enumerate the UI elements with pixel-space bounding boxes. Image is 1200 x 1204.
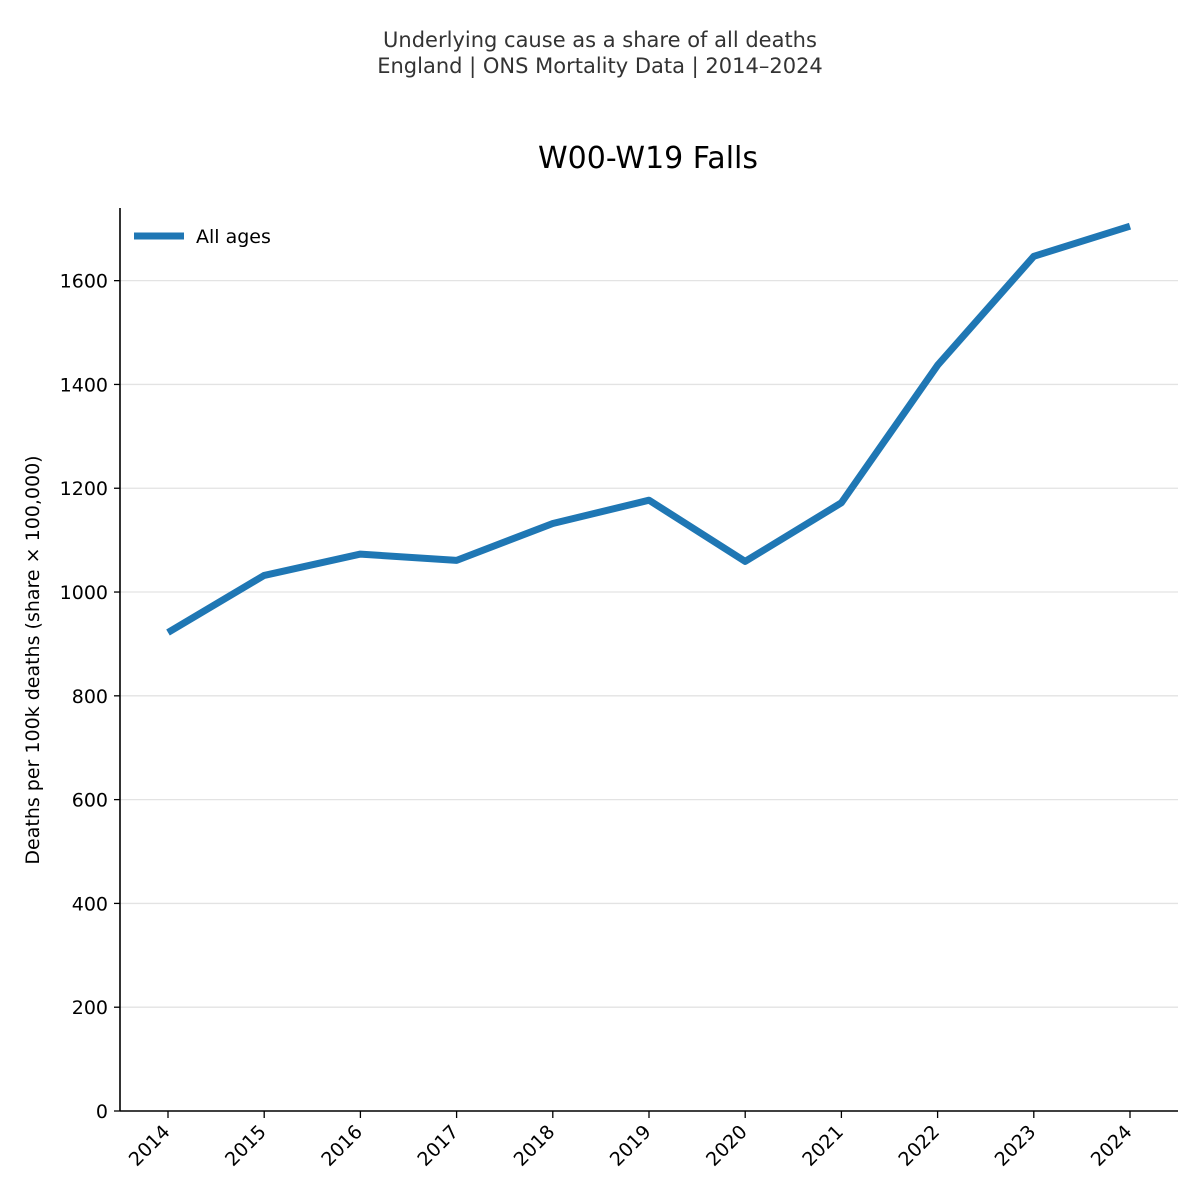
y-axis-label: Deaths per 100k deaths (share × 100,000) [22, 455, 44, 864]
y-tick-label: 1200 [60, 478, 108, 500]
x-tick-label: 2024 [1087, 1121, 1137, 1171]
y-tick-label: 400 [72, 893, 108, 915]
y-tick-label: 800 [72, 686, 108, 708]
y-tick-label: 200 [72, 997, 108, 1019]
y-tick-label: 0 [96, 1101, 108, 1123]
y-tick-label: 1000 [60, 582, 108, 604]
x-tick-label: 2020 [702, 1121, 752, 1171]
axes [114, 208, 1178, 1118]
legend[interactable]: All ages [134, 226, 271, 248]
x-tick-label: 2015 [221, 1121, 271, 1171]
x-tick-label: 2018 [510, 1121, 560, 1171]
y-tick-label: 600 [72, 790, 108, 812]
tick-labels: 0 200 400 600 800 1000 1200 1400 1600 2014 2015 201… [60, 271, 1137, 1171]
y-tick-label: 1600 [60, 271, 108, 293]
x-tick-label: 2021 [798, 1121, 848, 1171]
x-tick-label: 2022 [894, 1121, 944, 1171]
y-tick-label: 1400 [60, 374, 108, 396]
gridlines [120, 281, 1178, 1008]
series-lines [168, 226, 1130, 633]
x-tick-label: 2014 [125, 1121, 175, 1171]
series-line-0 [168, 226, 1130, 632]
x-tick-label: 2017 [413, 1121, 463, 1171]
legend-label: All ages [196, 226, 271, 248]
chart-header-line2: England | ONS Mortality Data | 2014–2024 [377, 54, 823, 79]
chart-header-line1: Underlying cause as a share of all death… [383, 28, 817, 52]
chart-title: W00-W19 Falls [538, 141, 758, 176]
x-tick-label: 2019 [606, 1121, 656, 1171]
x-tick-label: 2023 [991, 1121, 1041, 1171]
x-tick-label: 2016 [317, 1121, 367, 1171]
